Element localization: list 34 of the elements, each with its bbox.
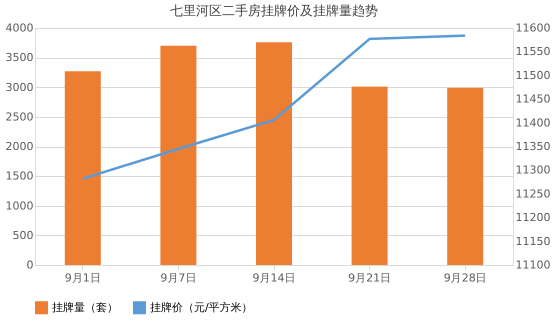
bar xyxy=(160,46,196,265)
y2-tick-label: 11350 xyxy=(516,140,550,153)
y-tick-label: 0 xyxy=(26,258,34,272)
chart-title: 七里河区二手房挂牌价及挂牌量趋势 xyxy=(170,3,378,19)
x-tick-label: 9月21日 xyxy=(348,272,392,284)
legend-label: 挂牌价（元/平方米） xyxy=(150,300,253,314)
y-tick-label: 3500 xyxy=(6,51,34,64)
y2-tick-label: 11550 xyxy=(516,45,550,58)
y2-tick-label: 11300 xyxy=(516,164,550,177)
x-tick-label: 9月14日 xyxy=(252,272,296,284)
y-tick-label: 1500 xyxy=(6,170,34,183)
x-tick-label: 9月28日 xyxy=(444,272,487,284)
y2-tick-label: 11600 xyxy=(516,22,550,34)
y2-tick-label: 11250 xyxy=(516,187,550,200)
bar xyxy=(447,88,484,265)
line-series xyxy=(82,34,466,180)
y-tick-label: 3000 xyxy=(6,80,34,94)
y2-tick-label: 11100 xyxy=(516,258,550,272)
legend-label: 挂牌量（套） xyxy=(52,300,118,314)
y2-tick-label: 11150 xyxy=(516,234,550,248)
y-tick-label: 2500 xyxy=(6,110,34,124)
y-tick-label: 4000 xyxy=(6,22,34,34)
y-tick-label: 500 xyxy=(12,228,34,242)
bar xyxy=(64,71,101,265)
x-tick-label: 9月7日 xyxy=(160,272,196,284)
y2-tick-label: 11200 xyxy=(516,211,550,224)
bar xyxy=(256,42,292,265)
y-tick-label: 2000 xyxy=(6,140,34,153)
x-tick-label: 9月1日 xyxy=(64,272,101,284)
bar xyxy=(352,86,388,265)
y2-tick-label: 11450 xyxy=(516,92,550,106)
y-tick-label: 1000 xyxy=(6,199,34,212)
y2-tick-label: 11500 xyxy=(516,68,550,82)
y2-tick-label: 11400 xyxy=(516,116,550,130)
